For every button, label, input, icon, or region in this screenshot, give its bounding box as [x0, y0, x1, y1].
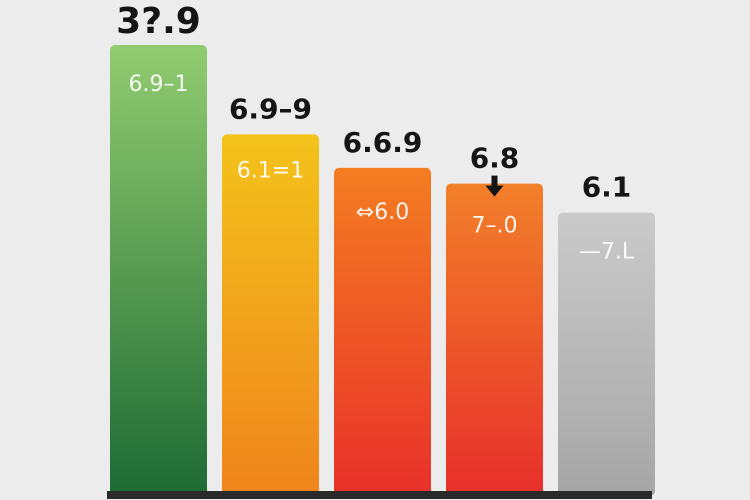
arrow-icon [485, 175, 504, 197]
bar-inner-label: 6.1=1 [237, 158, 304, 183]
bar [558, 212, 655, 496]
bar-inner-label: ⇔6.0 [356, 200, 409, 225]
bar [110, 45, 207, 496]
bar [222, 134, 319, 496]
bar-top-label: 3?.9 [116, 1, 201, 42]
bar-inner-label: —7.L [579, 240, 635, 265]
bar [446, 183, 543, 496]
bar-inner-label: 7–.0 [472, 214, 518, 239]
baseline [107, 491, 652, 499]
bar-inner-label: 6.9–1 [129, 72, 189, 97]
bar [334, 167, 431, 497]
bar-top-label: 6.9–9 [229, 92, 312, 125]
bar-top-label: 6.1 [582, 171, 632, 204]
bar-top-label: 6.8 [470, 142, 520, 175]
bar-top-label: 6.6.9 [343, 126, 423, 159]
